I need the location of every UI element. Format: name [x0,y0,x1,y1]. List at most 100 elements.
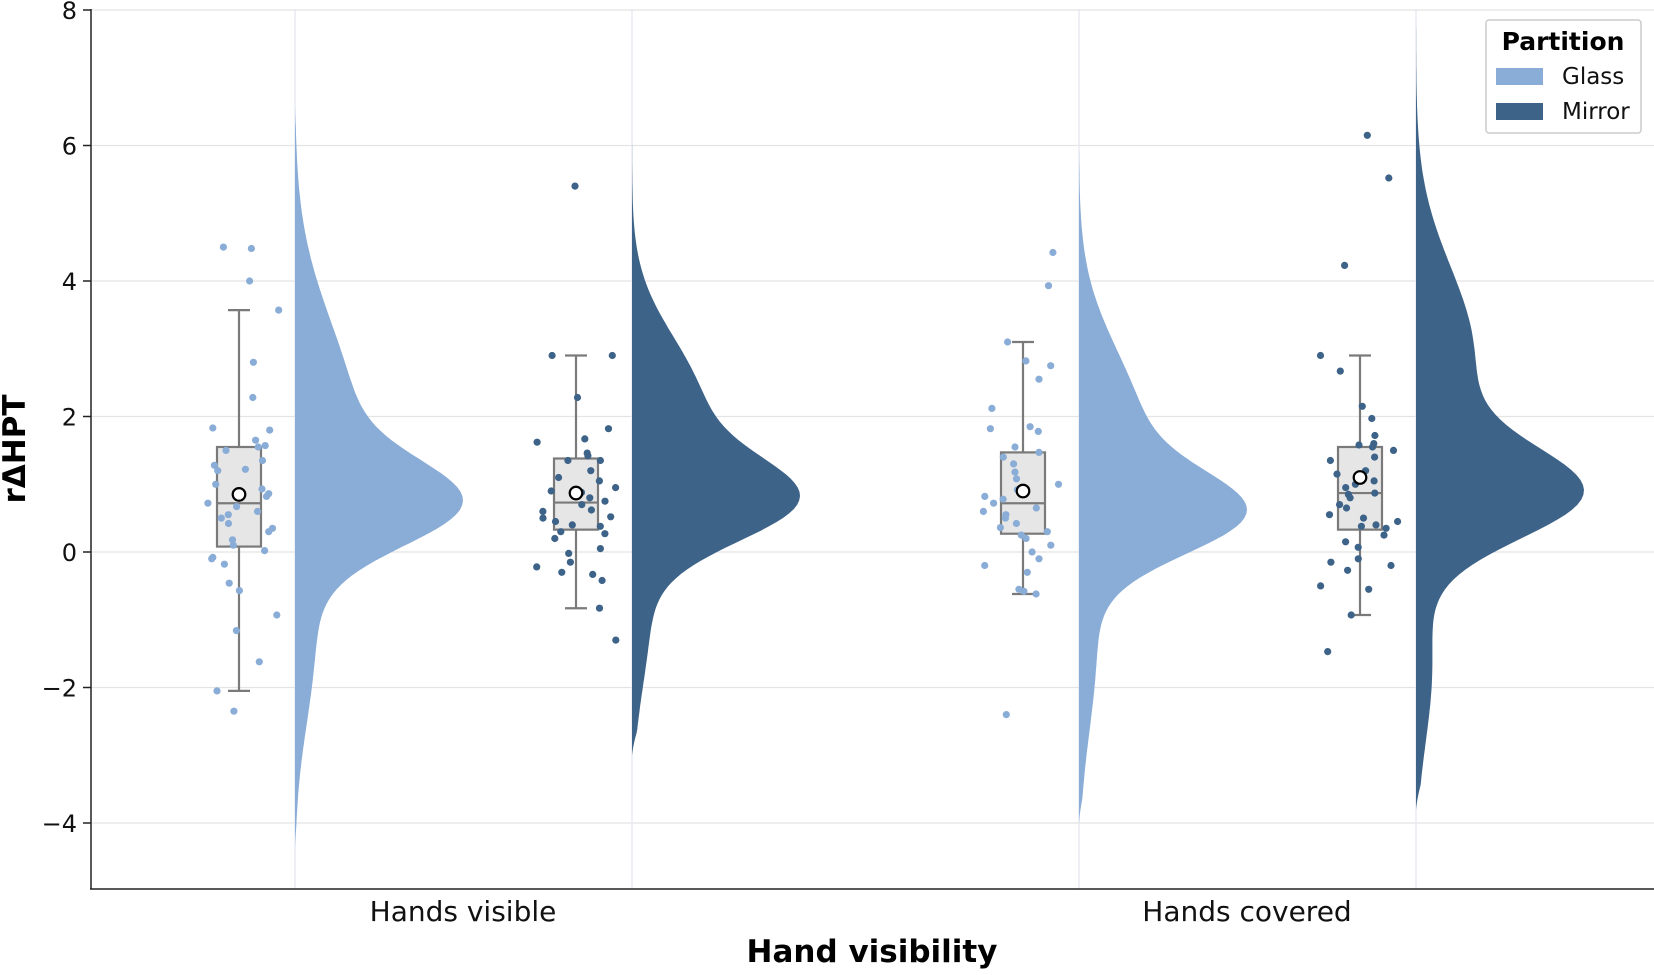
data-point-hands-covered-mirror-0 [1363,131,1371,139]
data-point-hands-covered-mirror-39 [1347,611,1355,619]
data-point-hands-visible-glass-13 [210,461,218,469]
data-point-hands-covered-mirror-27 [1372,521,1380,529]
data-point-hands-covered-glass-21 [1032,504,1040,512]
data-point-hands-covered-mirror-4 [1336,367,1344,375]
data-point-hands-visible-mirror-35 [558,568,566,576]
data-point-hands-visible-glass-22 [253,507,262,515]
data-point-hands-visible-mirror-9 [564,456,572,465]
data-point-hands-visible-mirror-18 [586,494,594,502]
data-point-hands-covered-glass-13 [1010,460,1018,468]
data-point-hands-covered-glass-3 [1022,357,1030,365]
data-point-hands-visible-mirror-13 [595,477,604,485]
mean-marker-hands-covered-glass [1015,483,1031,499]
data-point-hands-covered-mirror-3 [1316,351,1325,360]
y-tick-label-1: −2 [42,675,77,703]
data-point-hands-visible-glass-25 [224,519,233,528]
data-point-hands-covered-mirror-18 [1342,484,1350,492]
data-point-hands-covered-mirror-29 [1382,524,1390,532]
data-point-hands-covered-glass-29 [1022,534,1030,543]
data-point-hands-visible-mirror-37 [598,576,606,585]
data-point-hands-visible-glass-24 [217,514,225,522]
data-point-hands-covered-glass-10 [1011,443,1019,451]
legend-swatch-glass [1496,68,1543,85]
data-point-hands-visible-glass-7 [266,426,274,434]
data-point-hands-covered-glass-20 [990,499,998,507]
density-cloud-hands-visible-glass [295,104,463,851]
data-point-hands-visible-glass-1 [219,243,227,251]
data-point-hands-visible-glass-4 [249,358,257,366]
data-point-hands-covered-mirror-19 [1371,489,1379,497]
data-point-hands-visible-glass-20 [204,499,212,507]
data-point-hands-visible-mirror-27 [596,522,604,530]
data-point-hands-visible-mirror-38 [595,604,604,612]
data-point-hands-covered-glass-31 [1028,548,1036,556]
data-point-hands-covered-mirror-22 [1336,501,1344,509]
data-point-hands-covered-mirror-35 [1387,561,1395,570]
x-tick-label-hands-visible: Hands visible [370,895,557,928]
data-point-hands-covered-mirror-6 [1368,414,1376,423]
data-point-hands-covered-glass-15 [1012,475,1021,483]
data-point-hands-covered-glass-19 [999,495,1007,503]
data-point-hands-covered-mirror-28 [1357,522,1365,530]
x-axis-label: Hand visibility [747,934,998,970]
y-tick-label-5: 6 [62,133,77,161]
data-point-hands-visible-glass-37 [232,627,240,635]
data-point-hands-covered-mirror-15 [1333,470,1341,478]
x-tick-label-hands-covered: Hands covered [1142,895,1351,928]
data-point-hands-visible-glass-14 [241,465,249,473]
data-point-hands-covered-mirror-12 [1371,453,1379,461]
data-point-hands-covered-glass-22 [979,507,988,515]
data-point-hands-visible-mirror-14 [612,484,620,492]
data-point-hands-visible-mirror-10 [596,456,605,465]
data-point-hands-visible-glass-32 [208,555,216,563]
data-point-hands-visible-glass-17 [258,485,266,493]
mean-marker-hands-visible-mirror [568,485,584,501]
data-point-hands-visible-mirror-36 [589,570,597,579]
data-point-hands-covered-mirror-31 [1342,538,1350,546]
data-point-hands-covered-mirror-10 [1368,443,1377,451]
data-point-hands-visible-glass-8 [252,436,260,444]
legend-label-glass: Glass [1562,64,1624,90]
data-point-hands-covered-mirror-32 [1354,543,1362,551]
data-point-hands-visible-mirror-25 [551,517,560,526]
data-point-hands-covered-glass-5 [1035,375,1043,383]
data-point-hands-covered-mirror-16 [1370,477,1378,485]
raw-points [204,131,1402,719]
data-point-hands-visible-mirror-20 [578,501,586,509]
data-point-hands-visible-mirror-12 [555,473,563,482]
data-point-hands-covered-glass-12 [999,453,1007,461]
data-point-hands-visible-glass-11 [222,446,230,454]
data-point-hands-covered-glass-24 [1001,514,1010,522]
data-point-hands-visible-mirror-3 [573,393,582,402]
data-point-hands-visible-glass-38 [255,658,263,666]
data-point-hands-visible-glass-10 [254,443,262,451]
data-point-hands-covered-mirror-1 [1385,174,1393,182]
data-point-hands-covered-glass-32 [1035,555,1043,563]
data-point-hands-covered-glass-16 [1054,480,1063,488]
data-point-hands-covered-mirror-13 [1326,456,1334,465]
legend: Partition Glass Mirror [1485,19,1642,134]
data-point-hands-visible-mirror-33 [566,558,575,566]
data-point-hands-covered-mirror-33 [1354,555,1362,563]
data-point-hands-visible-glass-6 [209,424,217,432]
data-point-hands-visible-mirror-1 [608,351,616,360]
data-point-hands-covered-glass-33 [981,561,989,570]
data-point-hands-visible-glass-0 [247,244,255,253]
data-point-hands-covered-mirror-7 [1371,431,1379,440]
data-point-hands-visible-mirror-28 [557,528,565,536]
data-point-hands-visible-glass-36 [273,611,281,619]
mean-marker-hands-covered-mirror [1352,470,1368,485]
data-point-hands-covered-glass-6 [988,404,996,412]
data-point-hands-visible-mirror-16 [547,487,555,495]
data-point-hands-visible-glass-29 [229,541,237,549]
data-point-hands-visible-mirror-34 [533,563,541,571]
data-point-hands-visible-glass-15 [214,467,222,475]
data-point-hands-covered-glass-18 [981,492,989,500]
data-point-hands-visible-glass-27 [265,528,273,536]
data-point-hands-visible-glass-33 [220,560,228,568]
data-point-hands-covered-mirror-21 [1346,494,1354,502]
data-point-hands-visible-mirror-29 [601,530,609,538]
legend-label-mirror: Mirror [1562,99,1630,125]
data-point-hands-covered-mirror-34 [1327,558,1335,566]
data-point-hands-covered-glass-14 [1011,468,1019,476]
